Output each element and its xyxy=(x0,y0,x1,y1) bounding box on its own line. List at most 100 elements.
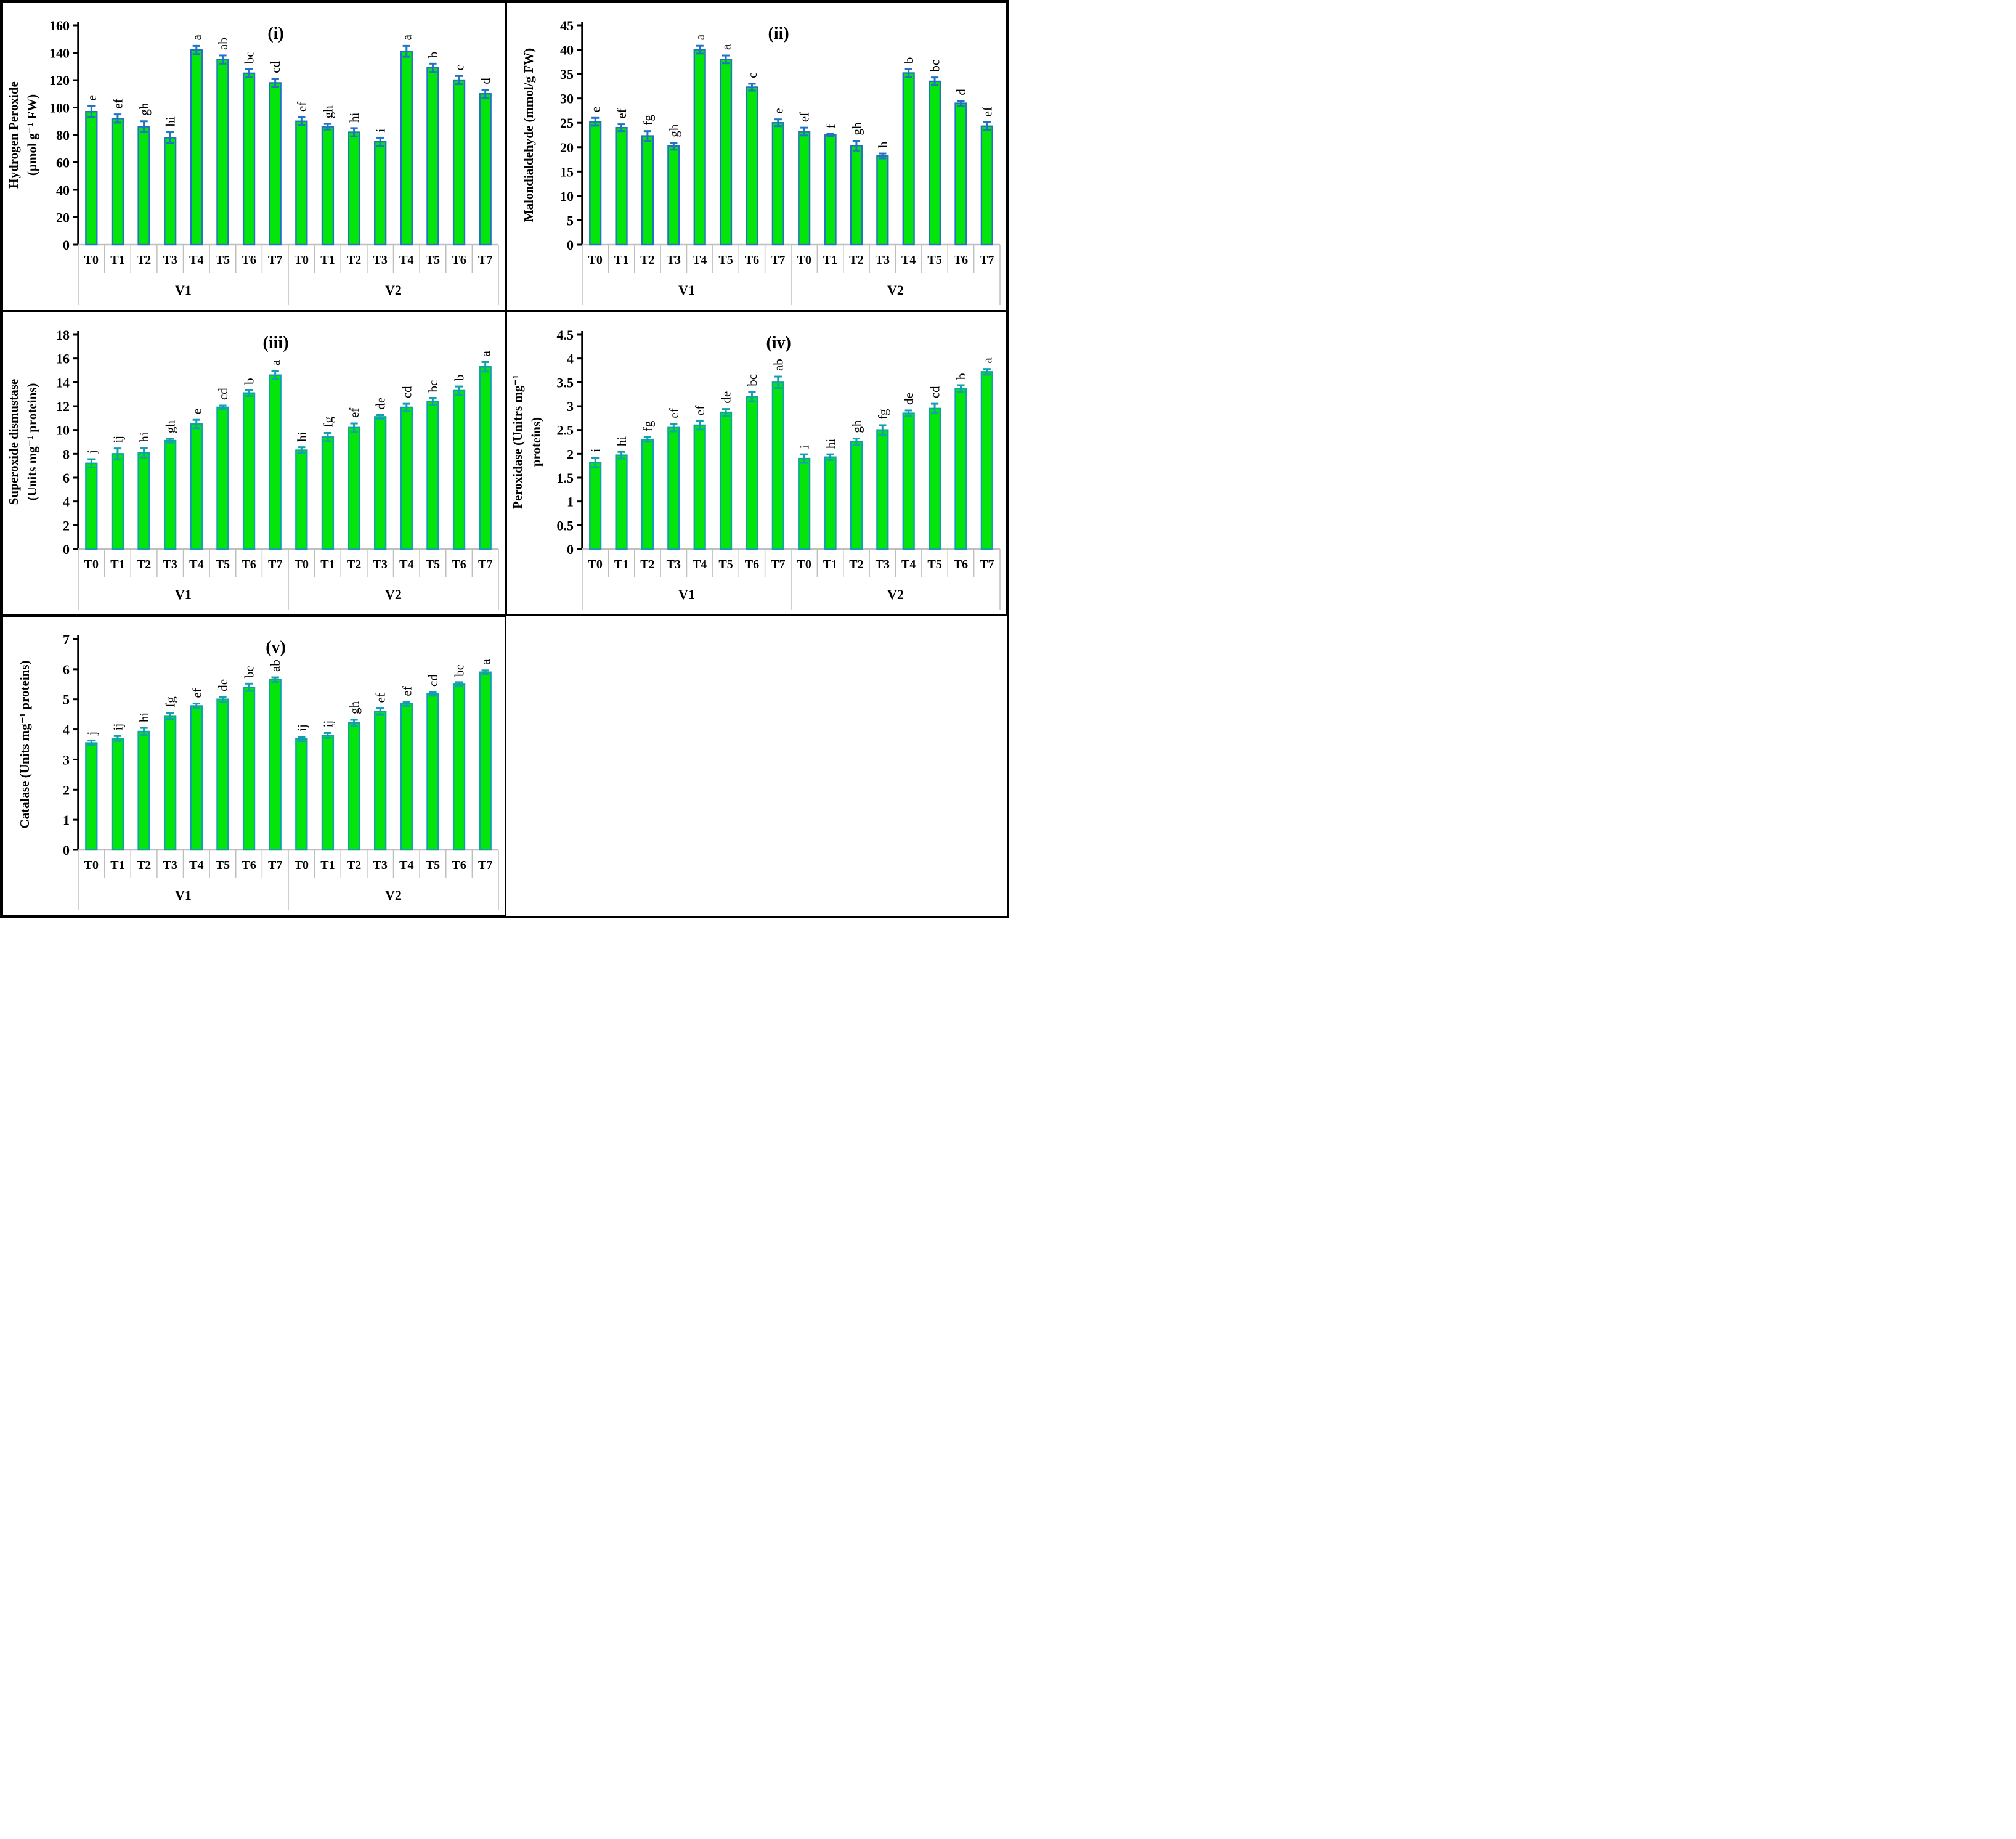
category-label: T5 xyxy=(426,558,440,571)
y-tick-label: 18 xyxy=(56,327,70,343)
category-label: T4 xyxy=(399,558,413,571)
y-tick-label: 3 xyxy=(63,752,70,767)
y-tick-label: 120 xyxy=(49,73,70,88)
category-label: T6 xyxy=(954,558,968,571)
category-label: T4 xyxy=(693,253,707,267)
category-label: T6 xyxy=(242,558,256,571)
y-tick-label: 1 xyxy=(63,812,70,828)
y-tick-label: 20 xyxy=(560,140,574,155)
group-label: V2 xyxy=(887,587,904,602)
significance-letter: i xyxy=(797,445,812,449)
category-label: T7 xyxy=(268,858,282,872)
bar xyxy=(137,730,150,851)
category-label: T3 xyxy=(876,558,890,571)
category-label: T7 xyxy=(771,558,785,571)
y-tick-label: 10 xyxy=(560,189,574,204)
chart-i-svg: 0 20 40 60 80 100 120 140 160 Hydrogen Peroxide (µ… xyxy=(6,18,499,305)
bar xyxy=(242,392,256,550)
bar xyxy=(85,462,98,550)
y-tick-label: 30 xyxy=(560,91,574,107)
significance-letter: hi xyxy=(295,431,309,442)
significance-letter: de xyxy=(719,391,734,404)
significance-letter: a xyxy=(719,44,734,50)
significance-letter: ab xyxy=(771,359,786,371)
category-label: T3 xyxy=(373,558,388,571)
category-label: T0 xyxy=(588,558,603,571)
bar xyxy=(426,693,439,851)
category-label: T4 xyxy=(399,253,413,267)
group-label: V1 xyxy=(175,887,192,903)
category-label: T1 xyxy=(110,558,124,571)
bar xyxy=(641,135,654,246)
category-label: T7 xyxy=(268,558,282,571)
category-label: T7 xyxy=(980,558,994,571)
significance-letter: ef xyxy=(399,686,414,696)
y-tick-label: 3 xyxy=(567,399,574,414)
bar xyxy=(295,738,308,851)
category-label: T4 xyxy=(189,253,203,267)
category-label: T0 xyxy=(295,253,309,267)
bar xyxy=(589,121,602,246)
category-label: T2 xyxy=(849,253,863,267)
category-label: T3 xyxy=(667,558,681,571)
category-label: T6 xyxy=(954,253,968,267)
significance-letter: gh xyxy=(137,102,152,116)
group-label: V1 xyxy=(678,282,695,298)
significance-letter: bc xyxy=(242,51,257,63)
panel-label: (iv) xyxy=(766,333,791,353)
significance-letter: fg xyxy=(876,409,890,420)
bar xyxy=(85,110,98,246)
category-label: T4 xyxy=(901,253,916,267)
significance-letter: a xyxy=(980,357,994,364)
bar xyxy=(771,122,784,246)
significance-letter: j xyxy=(84,450,99,454)
bar xyxy=(295,120,308,246)
chart-panel-i: 0 20 40 60 80 100 120 140 160 Hydrogen Peroxide (µ… xyxy=(2,2,506,311)
chart-panel-ii: 0 5 10 15 20 25 30 35 40 45 Malondialdehyde (mmol/… xyxy=(506,2,1007,311)
bar xyxy=(615,454,628,550)
y-tick-label: 4.5 xyxy=(557,327,574,343)
significance-letter: a xyxy=(693,34,707,40)
bar xyxy=(348,131,360,246)
category-label: T0 xyxy=(84,253,99,267)
bar xyxy=(321,126,335,246)
significance-letter: gh xyxy=(849,122,864,136)
category-label: T5 xyxy=(216,558,230,571)
panel-label: (iii) xyxy=(263,333,289,353)
bar xyxy=(850,145,863,246)
category-label: T7 xyxy=(771,253,785,267)
bar xyxy=(242,72,256,246)
category-label: T1 xyxy=(320,558,335,571)
category-label: T1 xyxy=(823,558,837,571)
chart-v-svg: 0 1 2 3 4 5 6 7 Catalase (Units mg⁻¹ proteins) (v… xyxy=(17,632,499,910)
category-label: T5 xyxy=(426,253,440,267)
significance-letter: cd xyxy=(216,388,230,400)
significance-letter: cd xyxy=(268,60,283,73)
significance-letter: de xyxy=(901,393,916,405)
y-tick-label: 3.5 xyxy=(557,375,574,390)
significance-letter: e xyxy=(588,107,603,112)
bar xyxy=(452,683,466,851)
significance-letter: d xyxy=(954,89,969,96)
bar xyxy=(374,416,387,550)
significance-letter: ef xyxy=(373,693,388,703)
category-label: T7 xyxy=(478,253,492,267)
y-tick-label: 4 xyxy=(63,494,70,510)
category-label: T0 xyxy=(797,253,811,267)
significance-letter: a xyxy=(478,350,493,356)
group-label: V2 xyxy=(887,282,904,298)
bar xyxy=(164,715,177,851)
y-tick-label: 60 xyxy=(56,155,70,171)
bar xyxy=(746,396,758,550)
y-tick-label: 2.5 xyxy=(557,423,574,438)
category-label: T1 xyxy=(320,253,335,267)
y-tick-label: 5 xyxy=(567,213,574,228)
category-label: T3 xyxy=(876,253,890,267)
bar xyxy=(452,79,466,246)
category-label: T6 xyxy=(242,858,256,872)
category-label: T6 xyxy=(452,558,466,571)
significance-letter: bc xyxy=(426,380,441,393)
significance-letter: d xyxy=(478,78,493,84)
y-tick-label: 12 xyxy=(56,399,70,414)
bar xyxy=(954,388,967,550)
